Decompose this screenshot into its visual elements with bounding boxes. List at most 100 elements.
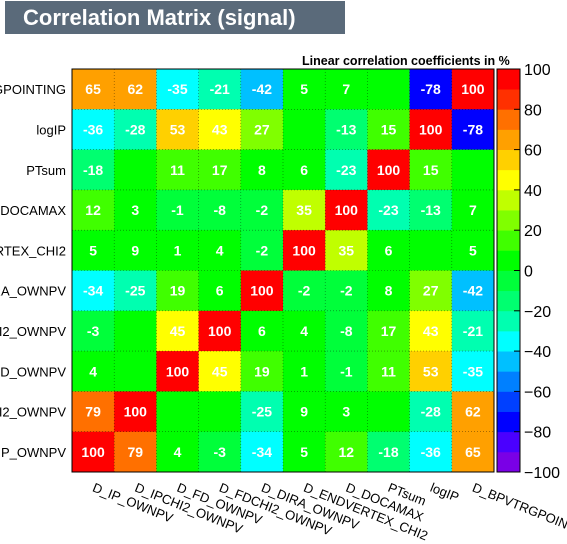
- heatmap-cell: [367, 391, 411, 433]
- cell-value-label: 8: [385, 283, 393, 299]
- cell-value-label: 11: [381, 363, 396, 379]
- cell-value-label: 12: [85, 202, 101, 218]
- cell-value-label: 65: [465, 444, 481, 460]
- cell-value-label: 27: [423, 283, 439, 299]
- cell-value-label: -13: [421, 202, 441, 218]
- heatmap-cell: [451, 109, 495, 151]
- color-scale-segment: [497, 230, 520, 251]
- heatmap-cells: [72, 69, 495, 473]
- cell-value-label: -1: [340, 363, 353, 379]
- color-scale-segment: [497, 411, 520, 433]
- heatmap-cell: [409, 109, 453, 151]
- y-axis-label: RA_OWNPV: [0, 284, 66, 299]
- heatmap-cell: [198, 189, 242, 231]
- heatmap-cell: [409, 310, 453, 352]
- heatmap-cell: [325, 109, 368, 151]
- heatmap-cell: [409, 69, 453, 110]
- cell-value-label: -18: [378, 444, 398, 460]
- heatmap-cell: [325, 431, 368, 473]
- cell-value-label: 100: [208, 323, 232, 339]
- cell-value-label: 5: [300, 81, 308, 97]
- cell-value-label: 9: [131, 242, 139, 258]
- cell-value-label: 27: [254, 121, 270, 137]
- heatmap-cell: [72, 431, 115, 473]
- cell-value-label: -35: [463, 363, 483, 379]
- cell-value-label: -25: [252, 404, 272, 420]
- heatmap-cell: [72, 351, 115, 392]
- heatmap-cell: [198, 391, 242, 433]
- cell-value-label: 6: [258, 323, 266, 339]
- cell-value-label: 19: [170, 283, 186, 299]
- heatmap-cell: [114, 310, 157, 352]
- heatmap-cell: [409, 189, 453, 231]
- cell-value-label: 100: [419, 121, 443, 137]
- heatmap-cell: [72, 391, 115, 433]
- color-scale-segment: [497, 129, 520, 150]
- cell-value-label: -2: [256, 202, 269, 218]
- heatmap-cell: [409, 230, 453, 271]
- heatmap-cell: [367, 69, 411, 110]
- heatmap-cell: [114, 431, 157, 473]
- heatmap-cell: [409, 351, 453, 392]
- plot-frame: [71, 68, 495, 473]
- cell-value-label: 100: [81, 444, 105, 460]
- heatmap-cell: [409, 149, 453, 191]
- heatmap-cell: [156, 351, 200, 392]
- heatmap-cell: [198, 431, 242, 473]
- heatmap-cell: [240, 270, 284, 312]
- y-axis-label: DOCAMAX: [0, 203, 66, 218]
- color-scale-segment: [497, 250, 520, 271]
- heatmap-cell: [156, 391, 200, 433]
- cell-value-label: 6: [300, 162, 308, 178]
- heatmap-cell: [325, 69, 368, 110]
- heatmap-cell-labels: 65 62 -35 -21 -42 5 7 -78 100-36 -28 53 43 27 -13 15 10…: [81, 81, 484, 460]
- color-scale-segment: [497, 351, 520, 372]
- color-scale-segment: [497, 290, 520, 312]
- heatmap-cell: [325, 391, 368, 433]
- heatmap-cell: [72, 230, 115, 271]
- heatmap-cell: [240, 351, 284, 392]
- heatmap-cell: [114, 351, 157, 392]
- y-axis-label: logIP: [36, 122, 66, 137]
- heatmap-cell: [409, 270, 453, 312]
- heatmap-cell: [451, 431, 495, 473]
- heatmap-cell: [325, 270, 368, 312]
- heatmap-cell: [451, 351, 495, 392]
- cell-value-label: 7: [469, 202, 477, 218]
- heatmap-cell: [114, 109, 157, 151]
- cell-value-label: 53: [170, 121, 186, 137]
- color-scale-segment: [497, 451, 520, 473]
- x-axis-label: D_BPVTRGPOINTING: [470, 480, 567, 544]
- cell-value-label: -21: [210, 81, 230, 97]
- heatmap-cell: [114, 189, 157, 231]
- cell-value-label: -23: [378, 202, 398, 218]
- cell-value-label: 3: [342, 404, 350, 420]
- cell-value-label: 4: [300, 323, 308, 339]
- cell-value-label: -28: [421, 404, 441, 420]
- heatmap-cell: [72, 69, 115, 110]
- heatmap-cell: [451, 270, 495, 312]
- heatmap-cell: [283, 351, 326, 392]
- cell-value-label: 4: [89, 363, 97, 379]
- heatmap-cell: [198, 109, 242, 151]
- heatmap-cell: [367, 109, 411, 151]
- heatmap-cell: [240, 391, 284, 433]
- cell-value-label: -36: [421, 444, 441, 460]
- cell-value-label: -28: [125, 121, 145, 137]
- cell-value-label: 6: [216, 283, 224, 299]
- color-scale-tick-label: −40: [524, 344, 551, 361]
- heatmap-cell: [156, 149, 200, 191]
- cell-value-label: 100: [377, 162, 401, 178]
- heatmap-cell: [283, 189, 326, 231]
- cell-value-label: 45: [212, 363, 228, 379]
- heatmap-cell: [198, 230, 242, 271]
- cell-value-label: -23: [336, 162, 356, 178]
- color-scale-tick-label: 60: [524, 143, 542, 160]
- heatmap-cell: [325, 310, 368, 352]
- cell-value-label: -8: [213, 202, 226, 218]
- color-scale-tick-label: 20: [524, 223, 542, 240]
- cell-value-label: 8: [258, 162, 266, 178]
- cell-value-label: -21: [463, 323, 483, 339]
